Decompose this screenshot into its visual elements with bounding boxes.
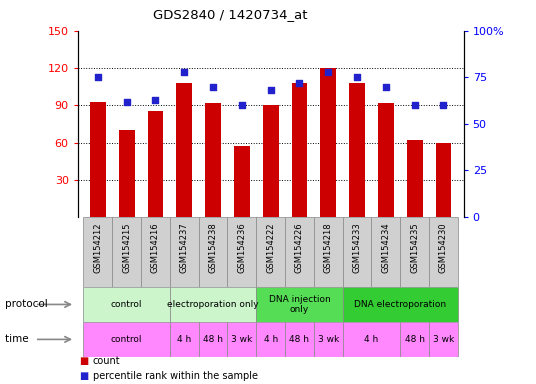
FancyBboxPatch shape: [84, 287, 170, 322]
FancyBboxPatch shape: [371, 217, 400, 287]
Point: [94, 74, 102, 80]
FancyBboxPatch shape: [170, 287, 256, 322]
Bar: [147, 111, 163, 217]
Text: 48 h: 48 h: [203, 335, 223, 344]
Point: [295, 80, 304, 86]
Bar: [263, 105, 279, 217]
FancyBboxPatch shape: [227, 217, 256, 287]
Bar: [176, 83, 192, 217]
Text: 48 h: 48 h: [289, 335, 309, 344]
FancyBboxPatch shape: [199, 217, 227, 287]
Text: protocol: protocol: [5, 300, 51, 310]
Text: GSM154234: GSM154234: [382, 223, 390, 273]
Text: DNA electroporation: DNA electroporation: [354, 300, 446, 309]
FancyBboxPatch shape: [285, 217, 314, 287]
FancyBboxPatch shape: [84, 217, 112, 287]
FancyBboxPatch shape: [256, 322, 285, 357]
Point: [180, 69, 189, 75]
Text: 3 wk: 3 wk: [318, 335, 339, 344]
Text: 3 wk: 3 wk: [231, 335, 252, 344]
Point: [122, 98, 131, 104]
Text: DNA injection
only: DNA injection only: [269, 295, 330, 314]
FancyBboxPatch shape: [285, 322, 314, 357]
Text: GSM154233: GSM154233: [353, 223, 362, 273]
Text: GSM154235: GSM154235: [410, 223, 419, 273]
Text: percentile rank within the sample: percentile rank within the sample: [93, 371, 258, 381]
Text: GSM154230: GSM154230: [439, 223, 448, 273]
Text: control: control: [111, 300, 143, 309]
FancyBboxPatch shape: [314, 217, 343, 287]
Bar: [119, 130, 135, 217]
Bar: [321, 68, 336, 217]
FancyBboxPatch shape: [314, 322, 343, 357]
FancyBboxPatch shape: [84, 322, 170, 357]
FancyBboxPatch shape: [343, 217, 371, 287]
Text: electroporation only: electroporation only: [167, 300, 259, 309]
FancyBboxPatch shape: [199, 322, 227, 357]
FancyBboxPatch shape: [112, 217, 141, 287]
FancyBboxPatch shape: [429, 322, 458, 357]
Point: [237, 102, 246, 108]
Text: GDS2840 / 1420734_at: GDS2840 / 1420734_at: [153, 8, 308, 21]
Text: GSM154236: GSM154236: [237, 223, 247, 273]
FancyBboxPatch shape: [170, 322, 199, 357]
Bar: [234, 146, 250, 217]
FancyBboxPatch shape: [227, 322, 256, 357]
Text: control: control: [111, 335, 143, 344]
Bar: [90, 101, 106, 217]
FancyBboxPatch shape: [343, 322, 400, 357]
Point: [266, 87, 275, 93]
Text: GSM154226: GSM154226: [295, 223, 304, 273]
Bar: [436, 142, 451, 217]
Point: [353, 74, 361, 80]
Bar: [205, 103, 221, 217]
FancyBboxPatch shape: [141, 217, 170, 287]
Text: GSM154212: GSM154212: [93, 223, 102, 273]
Text: GSM154215: GSM154215: [122, 223, 131, 273]
Text: GSM154216: GSM154216: [151, 223, 160, 273]
Point: [382, 84, 390, 90]
Bar: [349, 83, 365, 217]
Text: ■: ■: [79, 371, 88, 381]
Text: GSM154222: GSM154222: [266, 223, 275, 273]
Bar: [407, 140, 422, 217]
Text: ■: ■: [79, 356, 88, 366]
FancyBboxPatch shape: [429, 217, 458, 287]
Point: [411, 102, 419, 108]
Text: 4 h: 4 h: [364, 335, 378, 344]
Point: [439, 102, 448, 108]
FancyBboxPatch shape: [343, 287, 458, 322]
Bar: [378, 103, 394, 217]
Text: GSM154237: GSM154237: [180, 223, 189, 273]
FancyBboxPatch shape: [400, 217, 429, 287]
Text: 48 h: 48 h: [405, 335, 425, 344]
FancyBboxPatch shape: [256, 217, 285, 287]
Text: 4 h: 4 h: [264, 335, 278, 344]
FancyBboxPatch shape: [256, 287, 343, 322]
Bar: [292, 83, 308, 217]
Point: [209, 84, 218, 90]
Text: GSM154218: GSM154218: [324, 223, 333, 273]
Text: 3 wk: 3 wk: [433, 335, 454, 344]
FancyBboxPatch shape: [170, 217, 199, 287]
Text: 4 h: 4 h: [177, 335, 191, 344]
Text: count: count: [93, 356, 121, 366]
Text: GSM154238: GSM154238: [209, 223, 218, 273]
Point: [324, 69, 332, 75]
Text: time: time: [5, 334, 32, 344]
FancyBboxPatch shape: [400, 322, 429, 357]
Point: [151, 97, 160, 103]
